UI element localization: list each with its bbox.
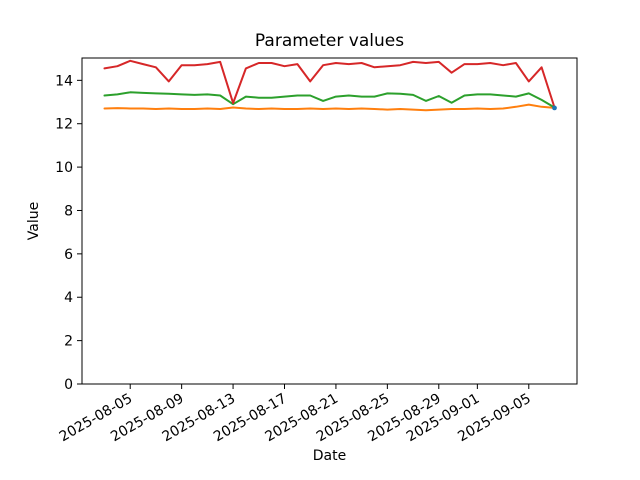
y-tick-label: 4: [64, 290, 73, 306]
y-tick-label: 12: [55, 117, 73, 133]
red-series-line: [103, 59, 556, 109]
green-series-line: [103, 91, 556, 109]
orange-series-line: [103, 103, 556, 112]
y-tick-label: 8: [64, 203, 73, 219]
y-tick-label: 0: [64, 377, 73, 393]
y-tick-label: 14: [55, 73, 73, 89]
y-tick-label: 10: [55, 160, 73, 176]
x-axis-label: Date: [312, 448, 347, 464]
y-tick-label: 2: [64, 334, 73, 350]
blue-endpoint-marker: [552, 105, 557, 111]
y-axis-label: Value: [26, 201, 42, 241]
plot-border: [81, 57, 578, 385]
chart-title: Parameter values: [254, 31, 405, 51]
y-tick-label: 6: [64, 247, 73, 263]
